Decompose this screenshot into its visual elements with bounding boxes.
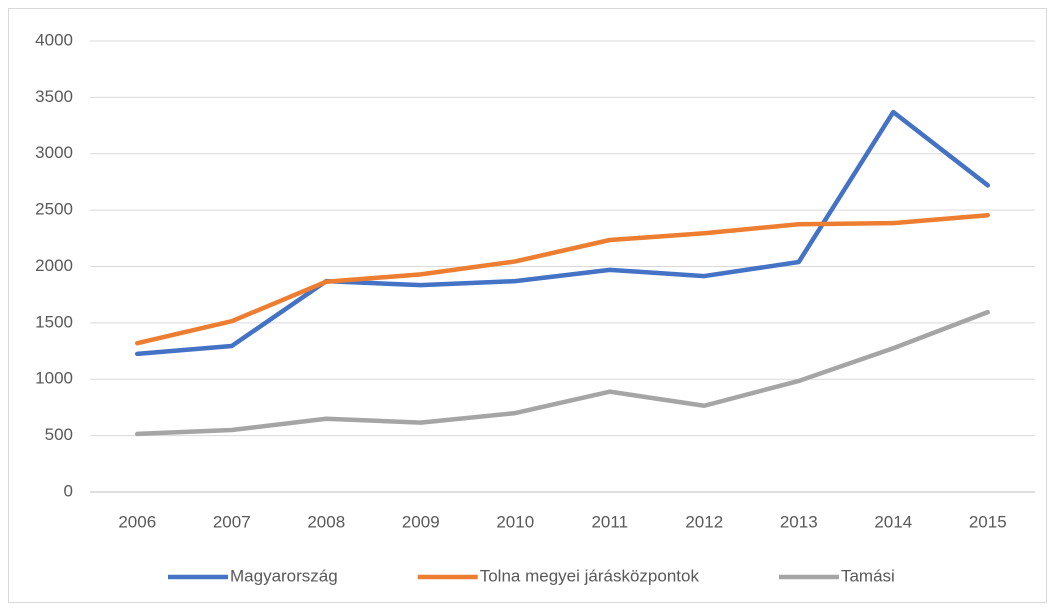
chart-border [8,8,1047,603]
x-tick-label: 2008 [307,512,345,531]
x-tick-label: 2014 [874,512,912,531]
y-tick-label: 500 [45,425,73,444]
x-tick-label: 2011 [591,512,628,531]
legend-label: Tamási [841,566,895,585]
x-tick-label: 2015 [969,512,1007,531]
x-tick-label: 2012 [685,512,723,531]
x-tick-label: 2009 [402,512,440,531]
x-tick-label: 2007 [213,512,251,531]
y-tick-label: 3500 [35,87,73,106]
y-tick-label: 2000 [35,256,73,275]
y-tick-label: 1000 [35,369,73,388]
y-tick-label: 4000 [35,30,73,49]
series-line [135,212,990,346]
x-tick-label: 2010 [496,512,534,531]
series-line [135,109,990,357]
legend-label: Magyarország [230,566,338,585]
series-line [135,309,990,437]
x-tick-label: 2006 [118,512,156,531]
y-tick-label: 3000 [35,143,73,162]
y-tick-label: 1500 [35,312,73,331]
y-tick-label: 0 [64,481,73,500]
y-tick-label: 2500 [35,200,73,219]
x-tick-label: 2013 [780,512,818,531]
legend-label: Tolna megyei járásközpontok [480,566,700,585]
